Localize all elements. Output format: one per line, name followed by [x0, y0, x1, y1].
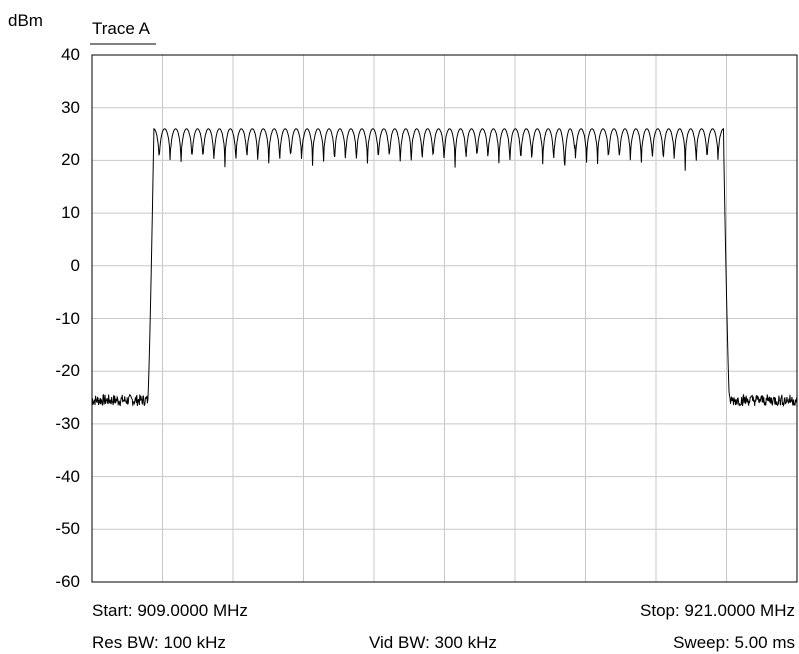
res-bw: Res BW: 100 kHz [92, 633, 226, 652]
plot-frame [91, 54, 798, 583]
y-tick-label: 10 [61, 203, 80, 223]
sweep-time: Sweep: 5.00 ms [673, 633, 795, 652]
y-tick-label: -20 [55, 361, 80, 381]
y-tick-label: -50 [55, 519, 80, 539]
unit-label: dBm [8, 11, 43, 30]
y-tick-label: -30 [55, 413, 80, 433]
vid-bw: Vid BW: 300 kHz [369, 633, 497, 652]
y-tick-label: 30 [61, 97, 80, 117]
y-tick-label: 20 [61, 150, 80, 170]
y-tick-label: -40 [55, 466, 80, 486]
y-tick-label: -60 [55, 572, 80, 591]
trace-a-line [91, 127, 798, 408]
y-tick-label: 40 [61, 45, 80, 64]
trace-label: Trace A [92, 19, 150, 38]
stop-frequency: Stop: 921.0000 MHz [640, 601, 795, 620]
y-tick-label: -10 [55, 308, 80, 328]
start-frequency: Start: 909.0000 MHz [92, 601, 248, 620]
y-tick-label: 0 [70, 255, 80, 275]
